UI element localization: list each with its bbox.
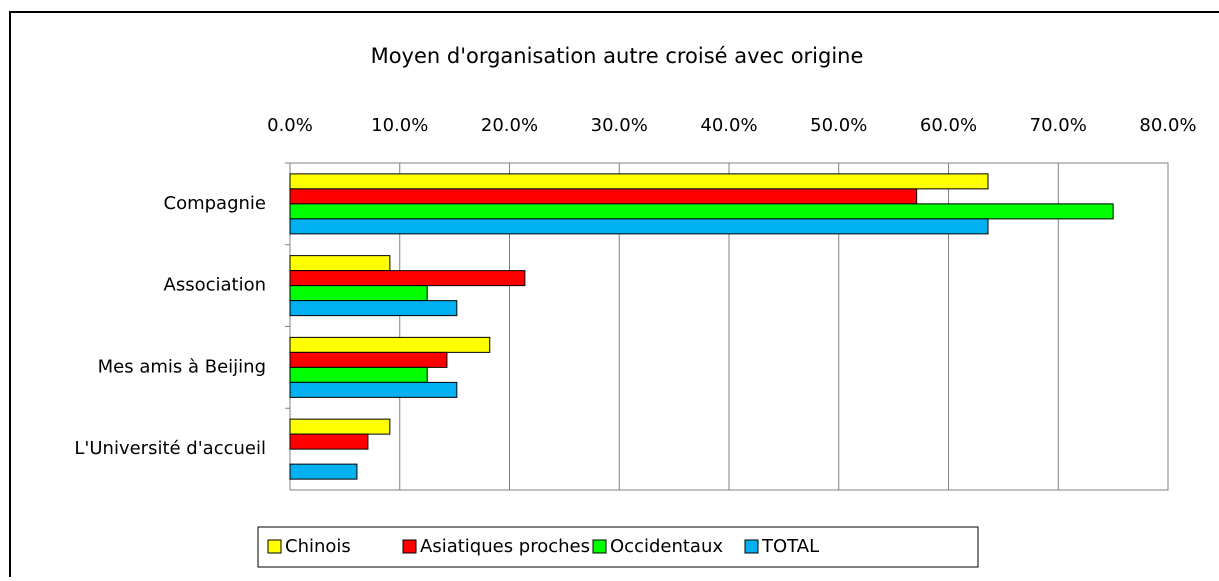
- bar: [289, 188, 918, 205]
- x-tick-label: 0.0%: [267, 115, 313, 136]
- bar: [289, 381, 458, 398]
- y-tick-label: Mes amis à Beijing: [98, 356, 266, 377]
- x-tick-label: 10.0%: [371, 115, 428, 136]
- bar: [289, 463, 358, 480]
- bar: [289, 203, 1114, 220]
- legend-swatch: [402, 539, 417, 554]
- y-tick-label: Association: [164, 275, 267, 296]
- legend-label: Chinois: [285, 536, 351, 557]
- x-tick-label: 40.0%: [700, 115, 757, 136]
- legend-swatch: [592, 539, 607, 554]
- x-tick-label: 20.0%: [481, 115, 538, 136]
- bar: [289, 433, 369, 450]
- legend-label: TOTAL: [761, 536, 819, 557]
- bar: [289, 218, 989, 235]
- bar: [289, 351, 448, 368]
- chart-title: Moyen d'organisation autre croisé avec o…: [371, 44, 864, 68]
- y-tick-label: Compagnie: [164, 193, 266, 214]
- bar: [289, 173, 989, 190]
- bar: [289, 418, 391, 435]
- bar: [289, 270, 526, 287]
- legend-box: [257, 526, 979, 568]
- x-tick-label: 50.0%: [810, 115, 867, 136]
- bar: [289, 300, 458, 317]
- x-tick-label: 30.0%: [591, 115, 648, 136]
- y-tick-label: L'Université d'accueil: [74, 438, 266, 459]
- legend-swatch: [744, 539, 759, 554]
- bar: [289, 366, 428, 383]
- bar: [289, 255, 391, 272]
- legend-swatch: [267, 539, 282, 554]
- x-tick-label: 70.0%: [1030, 115, 1087, 136]
- x-tick-label: 80.0%: [1139, 115, 1196, 136]
- legend-label: Asiatiques proches: [420, 536, 590, 557]
- x-tick-label: 60.0%: [920, 115, 977, 136]
- legend-label: Occidentaux: [610, 536, 723, 557]
- bar: [289, 336, 491, 353]
- bar: [289, 285, 428, 302]
